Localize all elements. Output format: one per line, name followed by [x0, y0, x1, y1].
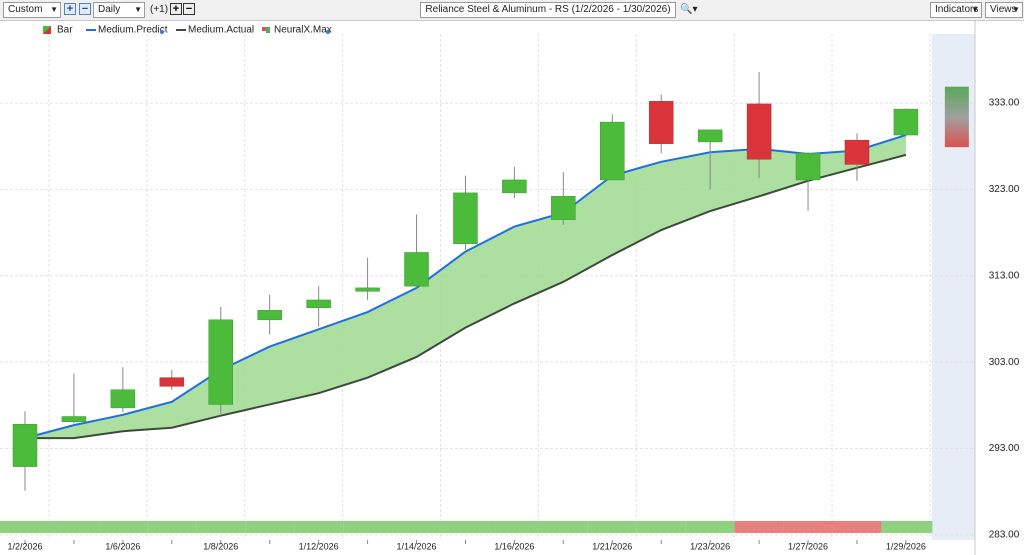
- signal-strip: [783, 521, 833, 533]
- signal-strip: [98, 521, 148, 533]
- signal-strip: [0, 521, 50, 533]
- x-tick-label: 1/27/2026: [788, 541, 828, 551]
- zoom-out[interactable]: −: [79, 3, 91, 15]
- legend-dot: [160, 30, 164, 34]
- candle-body: [453, 192, 478, 245]
- zoom-in[interactable]: +: [64, 3, 76, 15]
- signal-strip: [294, 521, 344, 533]
- legend-label: Medium.Actual: [188, 25, 254, 36]
- candle-body: [61, 416, 87, 422]
- candle-body: [551, 196, 576, 220]
- legend-label: NeuralX.Max: [274, 25, 332, 36]
- candle-body: [697, 129, 723, 143]
- range-text: Custom: [8, 4, 43, 15]
- signal-strip: [832, 521, 882, 533]
- signal-strip: [734, 521, 784, 533]
- spread-area: [25, 135, 906, 439]
- candle-body: [502, 179, 527, 194]
- signal-strip: [636, 521, 686, 533]
- forecast-bar: [944, 86, 969, 148]
- offset-text: (+1): [150, 4, 169, 15]
- chart-title: Reliance Steel & Aluminum - RS (1/2/2026…: [425, 4, 671, 15]
- x-tick-label: 1/16/2026: [494, 541, 534, 551]
- y-tick-label: 333.00: [989, 98, 1020, 109]
- candle-body: [893, 108, 919, 136]
- legend-label: Bar: [57, 25, 73, 36]
- signal-strip: [392, 521, 441, 533]
- candle-body: [844, 139, 870, 165]
- signal-strip: [685, 521, 735, 533]
- period-select[interactable]: Daily ▼: [93, 2, 145, 18]
- signal-strip: [343, 521, 393, 533]
- candle-body: [795, 152, 821, 181]
- line-2: [25, 153, 907, 440]
- candle-body: [648, 101, 674, 144]
- indicators-text: Indicators: [935, 4, 979, 15]
- candle-body: [404, 252, 429, 287]
- offset-plus[interactable]: +: [170, 3, 182, 15]
- search-icon[interactable]: 🔍▾: [680, 4, 698, 15]
- indicators-button[interactable]: Indicators ▼: [930, 2, 982, 18]
- candle-body: [257, 310, 282, 321]
- x-tick-label: 1/23/2026: [690, 541, 730, 551]
- toolbar: Custom ▼ + − Daily ▼ (+1) + − Reliance Ste…: [0, 0, 1024, 21]
- y-tick-label: 293.00: [989, 443, 1020, 454]
- x-tick-label: 1/6/2026: [105, 541, 140, 551]
- candle-body: [208, 319, 234, 405]
- x-tick-label: 1/14/2026: [396, 541, 436, 551]
- signal-strip: [245, 521, 295, 533]
- x-tick-label: 1/12/2026: [299, 541, 339, 551]
- legend-icon: [266, 27, 270, 33]
- legend-dot: [326, 30, 330, 34]
- signal-strip: [196, 521, 246, 533]
- candle-body: [110, 389, 136, 409]
- title-box: Reliance Steel & Aluminum - RS (1/2/2026…: [420, 2, 676, 18]
- legend-icon: [43, 26, 51, 34]
- signal-strip: [489, 521, 539, 533]
- range-select[interactable]: Custom ▼: [3, 2, 61, 18]
- y-tick-label: 303.00: [989, 357, 1020, 368]
- period-text: Daily: [98, 4, 121, 15]
- views-text: Views: [990, 4, 1017, 15]
- candle-body: [600, 121, 625, 181]
- signal-strip: [587, 521, 637, 533]
- y-tick-label: 283.00: [989, 529, 1020, 540]
- signal-strip: [538, 521, 588, 533]
- candle-body: [159, 377, 185, 387]
- x-tick-label: 1/21/2026: [592, 541, 632, 551]
- y-tick-label: 313.00: [989, 270, 1020, 281]
- legend-icon: [262, 27, 266, 31]
- candle-body: [355, 287, 380, 292]
- signal-strip: [49, 521, 99, 533]
- signal-strip: [147, 521, 197, 533]
- y-tick-label: 323.00: [989, 184, 1020, 195]
- signal-strip: [881, 521, 933, 533]
- offset-minus[interactable]: −: [183, 3, 195, 15]
- x-tick-label: 1/2/2026: [7, 541, 42, 551]
- views-button[interactable]: Views ▼: [985, 2, 1023, 18]
- x-tick-label: 1/8/2026: [203, 541, 238, 551]
- legend-label: Medium.Predict: [98, 25, 168, 36]
- candle-body: [306, 299, 331, 308]
- candle-body: [746, 103, 772, 160]
- signal-strip: [440, 521, 490, 533]
- x-tick-label: 1/29/2026: [886, 541, 926, 551]
- candle-body: [12, 424, 38, 467]
